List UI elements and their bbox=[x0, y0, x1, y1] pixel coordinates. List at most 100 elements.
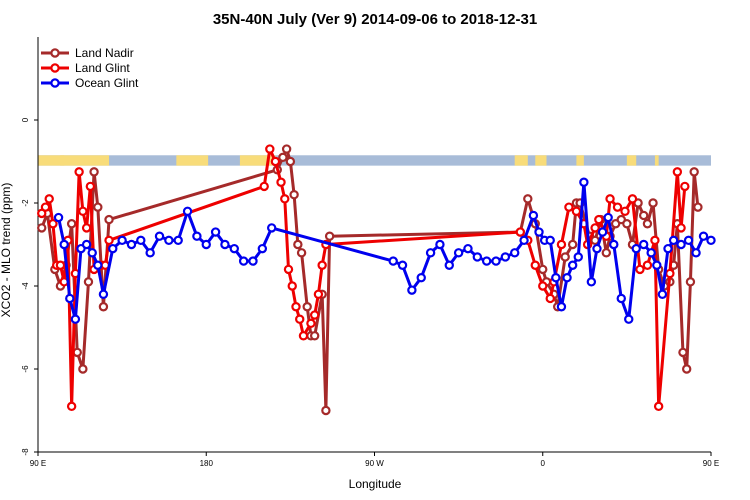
data-point bbox=[126, 239, 137, 250]
data-point bbox=[453, 248, 464, 258]
x-tick-label: 0 bbox=[541, 459, 546, 468]
data-point bbox=[220, 239, 230, 250]
data-point bbox=[309, 310, 320, 320]
data-point bbox=[678, 347, 688, 358]
y-tick-label: 0 bbox=[21, 117, 30, 122]
data-point bbox=[229, 243, 239, 254]
data-point bbox=[270, 156, 281, 167]
data-point bbox=[70, 314, 81, 324]
data-point bbox=[81, 223, 92, 233]
data-point bbox=[136, 235, 146, 246]
data-point bbox=[192, 231, 202, 241]
data-point bbox=[280, 194, 290, 204]
x-tick-label: 90 W bbox=[365, 459, 384, 468]
x-axis-label: Longitude bbox=[349, 477, 402, 491]
data-point bbox=[444, 260, 454, 270]
data-point bbox=[648, 198, 658, 208]
data-point bbox=[551, 273, 561, 283]
data-point bbox=[293, 239, 303, 250]
data-point bbox=[145, 248, 155, 258]
data-point bbox=[601, 248, 612, 258]
data-point bbox=[481, 256, 492, 266]
data-point bbox=[98, 302, 109, 312]
data-point bbox=[164, 235, 174, 246]
data-point bbox=[276, 177, 286, 187]
x-tick-label: 180 bbox=[200, 459, 214, 468]
data-point bbox=[560, 252, 570, 262]
data-point bbox=[681, 364, 692, 374]
land-band-segment bbox=[60, 155, 110, 166]
data-point bbox=[510, 248, 520, 258]
data-point bbox=[59, 239, 69, 250]
data-point bbox=[573, 252, 583, 262]
data-point bbox=[201, 239, 211, 250]
land-band-segment bbox=[239, 155, 276, 166]
data-point bbox=[609, 239, 619, 250]
data-point bbox=[650, 235, 660, 246]
data-point bbox=[463, 243, 473, 254]
y-tick-label: -8 bbox=[21, 448, 30, 456]
data-point bbox=[567, 260, 578, 270]
x-tick-label: 90 E bbox=[703, 459, 719, 468]
data-point bbox=[538, 264, 548, 275]
data-point bbox=[545, 293, 555, 304]
data-point bbox=[693, 202, 703, 212]
data-point bbox=[173, 235, 183, 246]
land-band-segment bbox=[626, 155, 637, 166]
data-point bbox=[515, 227, 526, 237]
data-point bbox=[257, 243, 268, 254]
data-point bbox=[597, 227, 608, 237]
data-point bbox=[657, 289, 668, 299]
chart-title: 35N-40N July (Ver 9) 2014-09-06 to 2018-… bbox=[213, 11, 537, 28]
data-point bbox=[48, 219, 58, 229]
data-point bbox=[117, 235, 127, 246]
data-point bbox=[538, 281, 548, 291]
legend-label: Land Glint bbox=[75, 61, 130, 75]
data-point bbox=[562, 273, 572, 283]
data-point bbox=[435, 239, 445, 250]
data-point bbox=[685, 277, 696, 287]
data-point bbox=[676, 223, 686, 233]
data-point bbox=[85, 181, 96, 192]
data-point bbox=[104, 214, 114, 225]
data-point bbox=[605, 194, 615, 204]
data-point bbox=[302, 302, 312, 312]
data-point bbox=[620, 206, 630, 216]
data-point bbox=[592, 243, 602, 254]
data-point bbox=[472, 252, 483, 262]
data-point bbox=[324, 231, 335, 241]
land-band-segment bbox=[176, 155, 209, 166]
data-point bbox=[321, 405, 331, 416]
data-point bbox=[689, 167, 699, 177]
data-point bbox=[313, 289, 324, 299]
data-point bbox=[89, 167, 99, 177]
data-point bbox=[500, 252, 511, 262]
data-point bbox=[683, 235, 694, 246]
land-band-segment bbox=[535, 155, 547, 166]
data-point bbox=[78, 206, 88, 216]
data-point bbox=[98, 289, 109, 299]
data-point bbox=[663, 243, 673, 254]
data-point bbox=[665, 268, 675, 279]
data-point bbox=[66, 401, 77, 412]
data-point bbox=[698, 231, 709, 241]
data-point bbox=[642, 219, 653, 229]
data-point bbox=[635, 264, 645, 275]
data-point bbox=[534, 227, 544, 237]
data-point bbox=[309, 331, 320, 341]
data-point bbox=[622, 219, 632, 229]
data-point bbox=[154, 231, 165, 241]
data-point bbox=[210, 227, 221, 237]
land-band-segment bbox=[576, 155, 584, 166]
data-point bbox=[287, 281, 297, 291]
data-point bbox=[55, 260, 66, 270]
data-point bbox=[317, 260, 327, 270]
data-point bbox=[285, 156, 296, 167]
x-tick-label: 90 E bbox=[30, 459, 46, 468]
series-ocean-glint bbox=[53, 177, 716, 324]
data-point bbox=[652, 260, 662, 270]
data-point bbox=[571, 206, 582, 216]
data-point bbox=[616, 293, 626, 304]
legend-label: Ocean Glint bbox=[75, 76, 139, 90]
